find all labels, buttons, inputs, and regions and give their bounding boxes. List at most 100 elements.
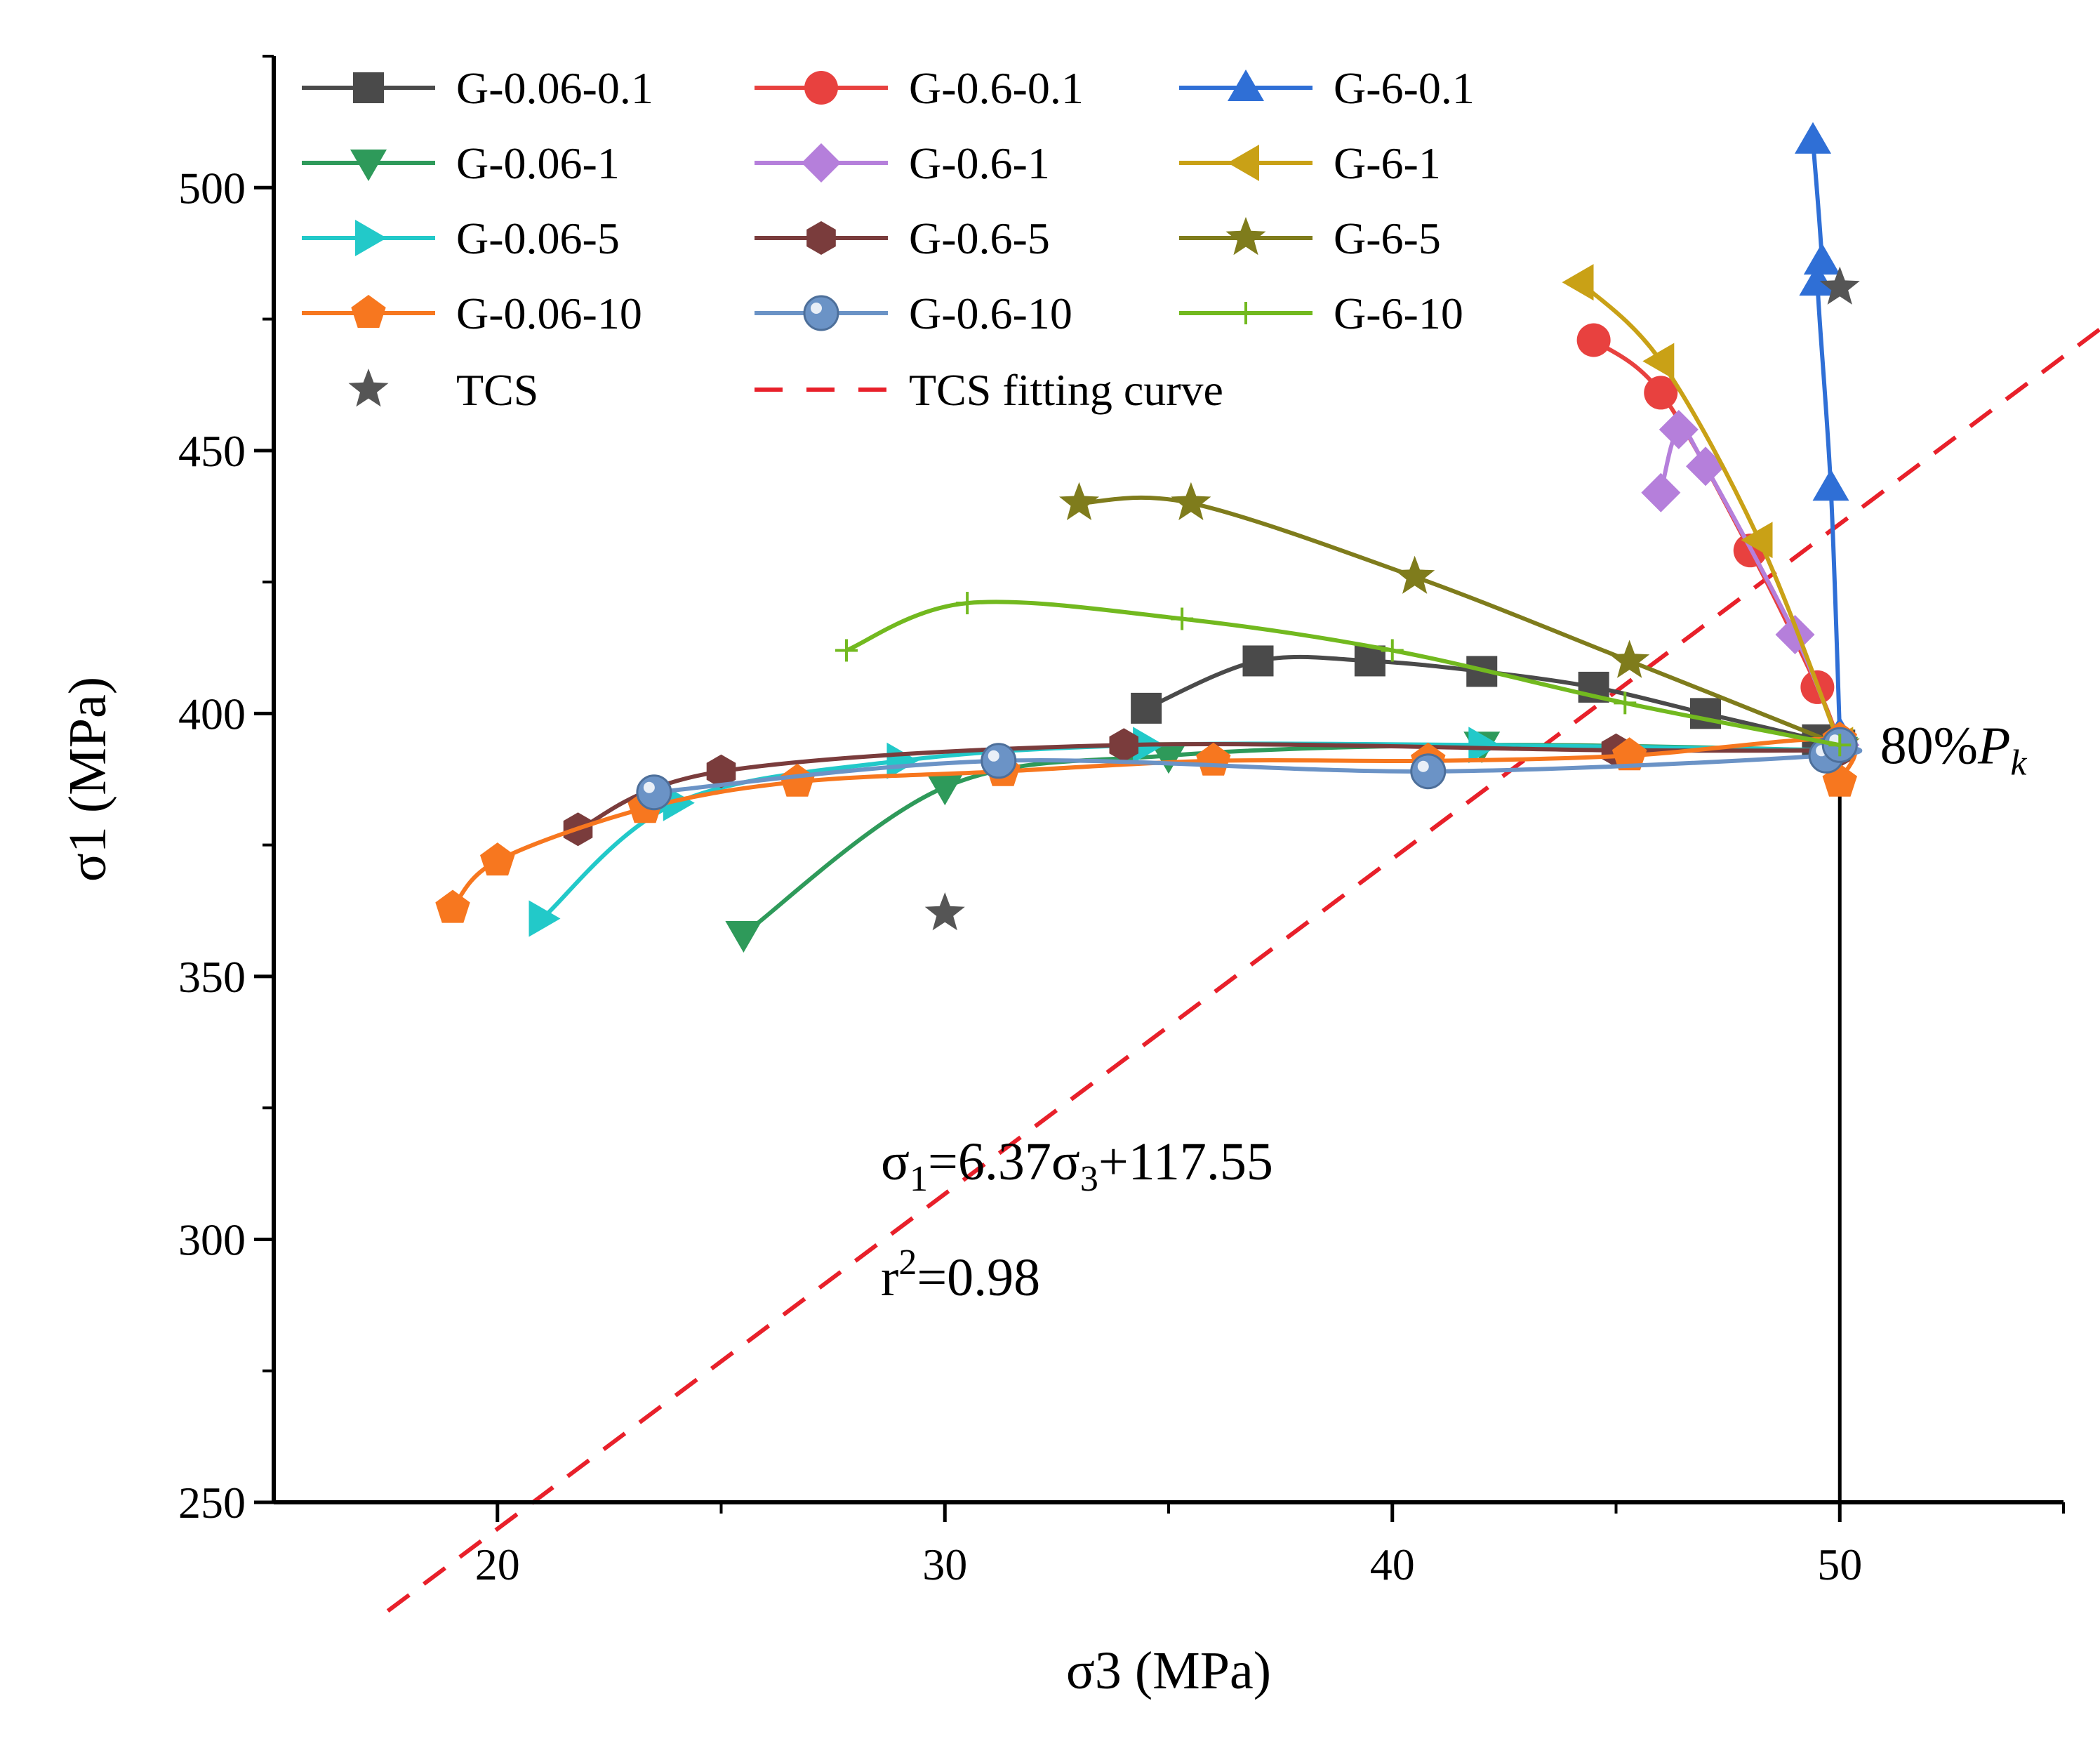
legend-label: G-0.6-1 [909,138,1050,188]
data-point [780,763,815,797]
legend-item: G-6-5 [1179,213,1441,263]
legend-label: G-0.6-0.1 [909,63,1084,113]
legend-marker [806,221,836,255]
legend-marker [353,72,384,103]
data-point [1562,264,1594,301]
data-point [1799,264,1836,296]
data-point [1641,472,1681,512]
y-tick-label: 500 [178,163,246,213]
data-point [1059,482,1099,520]
data-point [1803,243,1840,275]
series-G-0.06-5 [529,727,1859,937]
legend-marker [1225,217,1266,256]
legend-item: G-0.06-5 [302,213,620,263]
data-point [706,754,736,788]
data-point-highlight [1417,760,1429,772]
data-point [1354,645,1385,677]
data-point [480,842,515,876]
legend-marker [803,295,839,331]
series-line [1578,280,1842,748]
legend-item: G-0.06-10 [302,289,642,338]
data-point [1741,522,1773,559]
data-point [1611,737,1647,771]
plot-area [386,121,2100,1613]
data-point [1109,728,1138,762]
fit-r-squared: r2=0.98 [881,1243,1040,1307]
legend-item: G-6-10 [1179,289,1463,338]
series-G-0.6-10 [636,727,1863,811]
y-tick-label: 300 [178,1214,246,1264]
legend-item: G-6-0.1 [1179,63,1475,113]
fit-equation: σ1=6.37σ3+117.55 [881,1132,1273,1199]
legend-label: G-0.6-5 [909,213,1050,263]
x-tick-label: 50 [1817,1540,1862,1589]
legend-marker [1228,69,1264,101]
data-point [1131,692,1162,724]
legend-label: TCS fitting curve [909,365,1223,415]
tcs-point [924,892,965,931]
data-point [636,774,672,811]
data-point [1686,446,1725,486]
x-axis-label: σ3 (MPa) [1066,1641,1271,1700]
data-point [1659,409,1699,449]
y-tick-label: 450 [178,426,246,476]
legend-marker [802,143,841,183]
legend-item: G-6-1 [1179,138,1441,188]
data-point [1395,555,1435,594]
data-point-highlight [988,750,999,762]
legend-marker [350,150,387,181]
data-point [1642,343,1675,380]
data-point [1196,742,1231,776]
data-point [435,889,470,923]
legend-marker [351,295,386,328]
legend-label: G-0.6-10 [909,289,1072,338]
axes: 20 30 40 50 250 300 350 400 450 500 [178,55,2065,1589]
x-tick-label: 40 [1370,1540,1415,1589]
data-point [529,900,561,937]
data-point-highlight [643,781,655,793]
legend-item-fit: TCS fitting curve [755,365,1223,415]
tcs-points [924,266,1860,931]
legend-label: G-0.06-1 [456,138,620,188]
legend-item: G-0.6-5 [755,213,1050,263]
data-point [1468,727,1501,764]
data-point [1812,469,1849,501]
legend-label: G-0.06-5 [456,213,620,263]
x-tick-label: 20 [475,1540,520,1589]
data-point [725,921,762,953]
legend-label: G-6-10 [1334,289,1463,338]
data-point [1609,640,1650,678]
series-line [1811,138,1842,737]
legend-label: G-6-1 [1334,138,1441,188]
legend-label: G-0.06-0.1 [456,63,653,113]
y-tick-label: 350 [178,952,246,1002]
data-point [1242,645,1274,677]
series-G-6-10 [835,592,1852,757]
legend-item: G-0.6-0.1 [755,63,1084,113]
data-point [926,774,964,806]
data-point [1644,376,1678,410]
legend-marker-highlight [811,303,822,314]
legend-label: TCS [456,365,538,415]
legend-item: G-0.06-1 [302,138,620,188]
legend-marker [348,369,389,407]
data-point [1150,742,1187,774]
legend-item: G-0.6-1 [755,138,1050,188]
legend-marker [1228,145,1259,181]
annotation-80pk: 80%Pk [1880,716,2028,783]
legend-label: G-6-0.1 [1334,63,1475,113]
legend-item-tcs: TCS [348,365,538,415]
tcs-point [1819,266,1860,305]
x-tick-label: 30 [922,1540,967,1589]
data-point [1795,121,1831,154]
data-point [981,743,1017,779]
data-point [886,742,919,779]
tcs-fitting-curve [386,326,2100,1613]
data-point [1775,615,1815,654]
legend: G-0.06-0.1 G-0.6-0.1 G-6-0.1 G-0.06-1 G-0.6-… [302,63,1475,415]
data-point [1410,753,1447,790]
legend-item: G-0.06-0.1 [302,63,653,113]
data-point [1576,323,1611,357]
legend-marker [355,220,387,256]
